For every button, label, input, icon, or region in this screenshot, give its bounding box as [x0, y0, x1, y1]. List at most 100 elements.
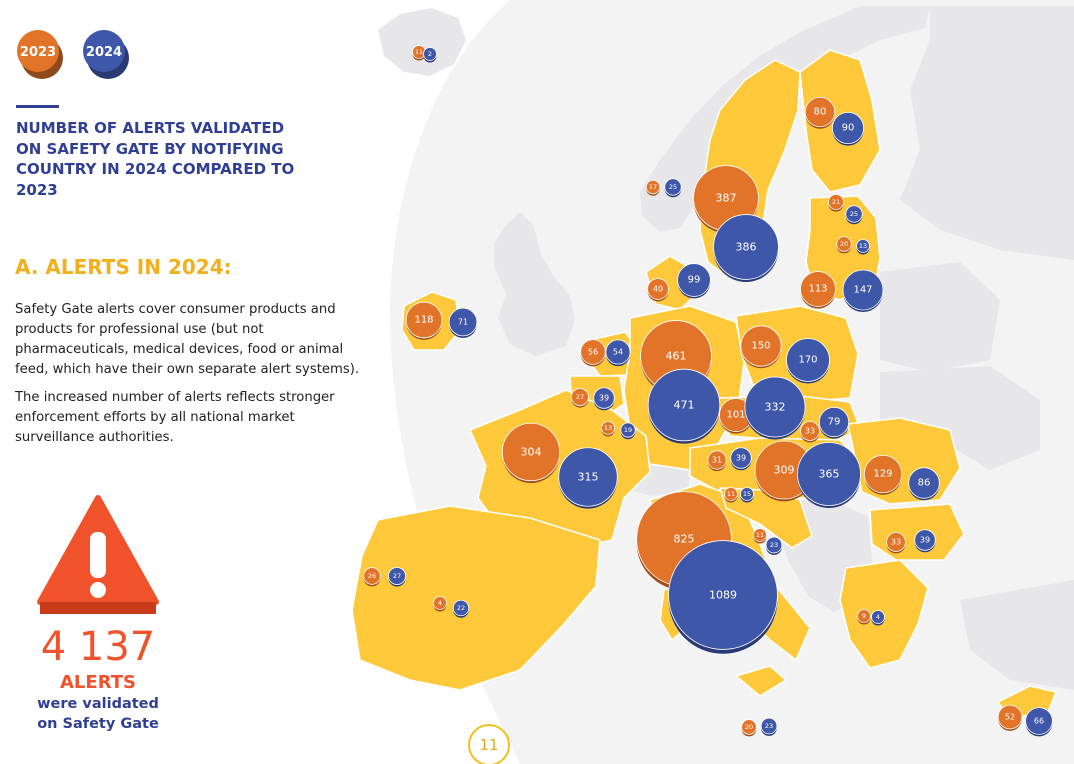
bubble-lithuania-2024: 147 [842, 269, 884, 313]
bubble-label: 386 [736, 241, 757, 254]
bubble-romania-2023: 129 [863, 454, 903, 495]
bubble-label: 304 [521, 446, 542, 459]
bubble-circle [804, 96, 836, 128]
bubble-label: 23 [770, 541, 778, 549]
paragraph-enforcement: The increased number of alerts reflects … [15, 390, 335, 445]
bubble-label: 1089 [709, 589, 737, 602]
bubble-label: 21 [832, 198, 840, 206]
bubble-label: 19 [624, 426, 632, 434]
bubble-finland-2024: 90 [831, 111, 865, 146]
bubble-ireland-2023: 118 [405, 301, 443, 340]
norway-shape [640, 6, 930, 232]
bubble-circle [645, 179, 661, 195]
bubble-circle [452, 599, 470, 617]
bubble-malta-2024: 23 [760, 717, 778, 736]
bubble-label: 22 [457, 604, 465, 612]
bubble-czechia-2024: 332 [744, 376, 806, 440]
bubble-netherlands-2024: 54 [605, 339, 631, 367]
paragraph-scope: Safety Gate alerts cover consumer produc… [15, 302, 360, 377]
bubble-portugal-2024: 27 [388, 567, 406, 587]
headline: NUMBER OF ALERTS VALIDATED ON SAFETY GAT… [16, 119, 295, 199]
bubble-circle [744, 376, 806, 438]
bubble-sweden-2024: 386 [713, 214, 779, 283]
bubble-circle [388, 567, 406, 585]
bubble-label: 4 [438, 599, 442, 607]
bubble-czechia-2023: 101 [719, 398, 753, 434]
bubble-luxembourg-2024: 19 [620, 422, 636, 440]
bubble-circle [886, 532, 906, 552]
uk-shape [494, 212, 575, 356]
bubble-luxembourg-2023: 13 [601, 421, 615, 437]
bubble-label: 11 [756, 531, 764, 539]
bubble-label: 387 [716, 192, 737, 205]
bubble-latvia-2024: 13 [856, 239, 870, 255]
bubble-cyprus-2023: 52 [997, 704, 1023, 731]
bubble-label: 90 [842, 123, 855, 134]
bubble-label: 52 [1005, 713, 1015, 722]
bubble-bulgaria-2024: 39 [914, 529, 936, 553]
bubble-circle [753, 528, 767, 542]
bubble-circle [740, 325, 782, 367]
bubble-circle [501, 422, 561, 482]
bubble-label: 11 [727, 490, 735, 498]
headline-rule [16, 105, 59, 108]
total-caption-line1: were validated [37, 696, 159, 712]
bubble-circle [760, 717, 778, 735]
bubble-label: 4 [876, 613, 880, 621]
bubble-circle [405, 301, 443, 339]
bubble-slovenia-2023: 11 [724, 487, 738, 503]
bubble-label: 118 [414, 315, 433, 326]
bubble-circle [914, 529, 936, 551]
bubble-circle [842, 269, 884, 311]
bubble-greece-2023: 9 [857, 609, 871, 625]
bubble-label: 461 [666, 350, 687, 363]
bubble-label: 80 [814, 107, 827, 118]
bubble-label: 86 [918, 478, 931, 489]
bubble-slovakia-2024: 79 [818, 406, 850, 439]
bubble-label: 40 [653, 285, 663, 294]
bubble-label: 33 [891, 538, 901, 547]
bubble-circle [601, 421, 615, 435]
bubble-malta-2023: 20 [741, 719, 757, 737]
total-alerts-caption: were validated on Safety Gate [0, 694, 196, 734]
bubble-label: 20 [745, 723, 753, 731]
bubble-label: 13 [604, 424, 612, 432]
bubble-circle [831, 111, 865, 145]
turkey-shape [960, 580, 1074, 690]
bubble-iceland-2024: 2 [423, 47, 437, 63]
bubble-layer: 11 2 17 25 387 386 80 90 21 25 20 13 113 147 40 99 118 71… [363, 45, 1053, 737]
bubble-belgium-2023: 27 [571, 388, 589, 408]
bubble-label: 79 [828, 417, 841, 428]
bubble-portugal-2023: 26 [363, 567, 381, 587]
bubble-label: 71 [458, 318, 468, 327]
bubble-circle [433, 596, 447, 610]
bubble-belgium-2024: 39 [593, 387, 615, 411]
bubble-circle [707, 450, 727, 470]
bubble-circle [448, 307, 478, 337]
bubble-circle [818, 406, 850, 438]
bubble-circle [800, 421, 820, 441]
bubble-label: 25 [669, 183, 677, 191]
bubble-label: 27 [576, 393, 584, 401]
bubble-label: 365 [819, 468, 840, 481]
bubble-italy-2024: 1089 [668, 540, 778, 654]
bubble-poland-2024: 170 [786, 338, 830, 384]
bubble-circle [871, 610, 885, 624]
total-alerts-number: 4 137 [40, 624, 156, 670]
bubble-label: 26 [368, 572, 376, 580]
bubble-germany-2024: 471 [647, 368, 721, 444]
bubble-latvia-2023: 20 [836, 236, 852, 254]
bubble-slovakia-2023: 33 [800, 421, 820, 443]
bubble-circle [668, 540, 778, 650]
bubble-circle [558, 447, 618, 507]
bubble-croatia-2023: 11 [753, 528, 767, 544]
bubble-estonia-2023: 21 [828, 194, 844, 212]
total-alerts-label: ALERTS [60, 672, 136, 693]
bubble-label: 23 [765, 722, 773, 730]
page-number: 11 [468, 724, 510, 764]
bubble-label: 113 [808, 284, 827, 295]
bubble-circle [863, 454, 903, 494]
bubble-circle [724, 487, 738, 501]
bubble-circle [423, 47, 437, 61]
